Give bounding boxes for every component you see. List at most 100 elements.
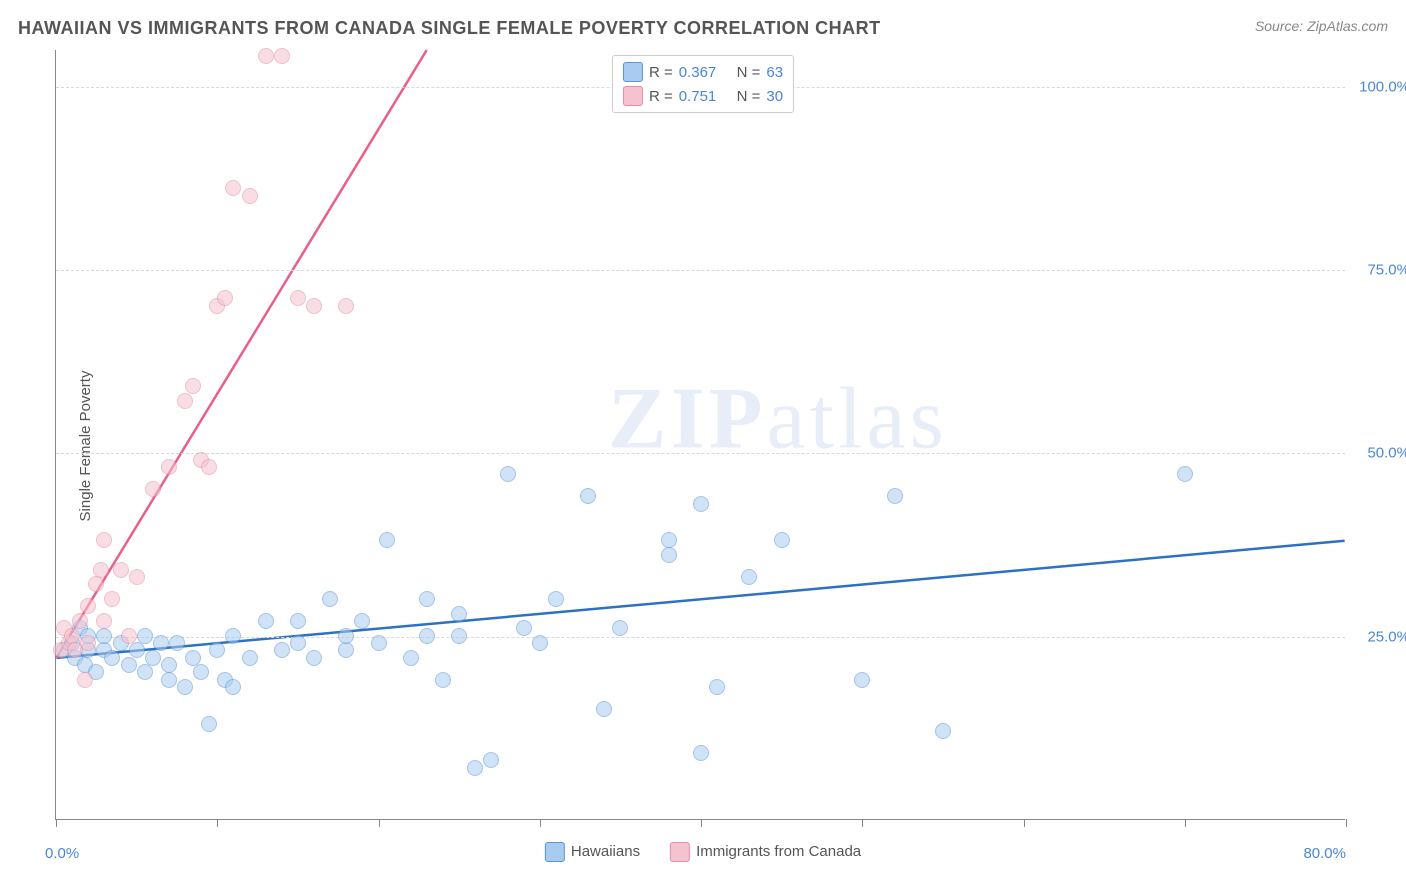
chart-title: HAWAIIAN VS IMMIGRANTS FROM CANADA SINGL… (18, 18, 881, 39)
data-point (419, 591, 435, 607)
data-point (661, 547, 677, 563)
data-point (596, 701, 612, 717)
data-point (338, 628, 354, 644)
data-point (96, 613, 112, 629)
data-point (500, 466, 516, 482)
data-point (72, 613, 88, 629)
n-label: N = (737, 64, 761, 81)
x-tick (56, 819, 57, 827)
data-point (104, 591, 120, 607)
data-point (322, 591, 338, 607)
n-label: N = (737, 88, 761, 105)
y-tick-label: 100.0% (1359, 78, 1406, 95)
data-point (161, 459, 177, 475)
data-point (121, 657, 137, 673)
legend-swatch (545, 842, 565, 862)
x-tick (540, 819, 541, 827)
data-point (661, 532, 677, 548)
data-point (113, 562, 129, 578)
data-point (580, 488, 596, 504)
data-point (419, 628, 435, 644)
legend-swatch (623, 62, 643, 82)
y-tick-label: 50.0% (1367, 445, 1406, 462)
data-point (169, 635, 185, 651)
data-point (177, 393, 193, 409)
data-point (306, 298, 322, 314)
data-point (548, 591, 564, 607)
r-value: 0.367 (679, 64, 717, 81)
correlation-legend: R = 0.367 N = 63R = 0.751 N = 30 (612, 55, 794, 113)
legend-item: Hawaiians (545, 842, 640, 862)
gridline (56, 637, 1345, 638)
data-point (104, 650, 120, 666)
correlation-row: R = 0.367 N = 63 (623, 60, 783, 84)
data-point (225, 628, 241, 644)
data-point (612, 620, 628, 636)
regression-line (56, 541, 1344, 658)
data-point (129, 569, 145, 585)
data-point (483, 752, 499, 768)
data-point (290, 290, 306, 306)
gridline (56, 270, 1345, 271)
data-point (451, 606, 467, 622)
data-point (1177, 466, 1193, 482)
data-point (217, 290, 233, 306)
data-point (887, 488, 903, 504)
data-point (516, 620, 532, 636)
r-label: R = (649, 64, 673, 81)
data-point (451, 628, 467, 644)
gridline (56, 453, 1345, 454)
data-point (242, 650, 258, 666)
data-point (80, 598, 96, 614)
x-tick (1346, 819, 1347, 827)
data-point (290, 635, 306, 651)
data-point (354, 613, 370, 629)
data-point (338, 642, 354, 658)
legend-swatch (623, 86, 643, 106)
data-point (161, 672, 177, 688)
data-point (774, 532, 790, 548)
legend-label: Immigrants from Canada (696, 843, 861, 860)
data-point (709, 679, 725, 695)
data-point (137, 664, 153, 680)
data-point (145, 650, 161, 666)
x-tick (379, 819, 380, 827)
data-point (935, 723, 951, 739)
series-legend: Hawaiians Immigrants from Canada (545, 842, 861, 862)
data-point (741, 569, 757, 585)
data-point (225, 180, 241, 196)
data-point (201, 459, 217, 475)
data-point (371, 635, 387, 651)
data-point (338, 298, 354, 314)
data-point (258, 48, 274, 64)
x-tick (701, 819, 702, 827)
data-point (96, 532, 112, 548)
x-tick (862, 819, 863, 827)
watermark: ZIPatlas (608, 369, 948, 470)
data-point (93, 562, 109, 578)
r-value: 0.751 (679, 88, 717, 105)
y-tick-label: 75.0% (1367, 262, 1406, 279)
data-point (274, 48, 290, 64)
n-value: 30 (766, 88, 783, 105)
data-point (161, 657, 177, 673)
data-point (177, 679, 193, 695)
data-point (225, 679, 241, 695)
x-tick (217, 819, 218, 827)
data-point (193, 664, 209, 680)
data-point (80, 635, 96, 651)
n-value: 63 (766, 64, 783, 81)
data-point (121, 628, 137, 644)
data-point (532, 635, 548, 651)
data-point (153, 635, 169, 651)
data-point (258, 613, 274, 629)
correlation-row: R = 0.751 N = 30 (623, 84, 783, 108)
data-point (693, 496, 709, 512)
data-point (403, 650, 419, 666)
data-point (242, 188, 258, 204)
data-point (290, 613, 306, 629)
data-point (467, 760, 483, 776)
x-axis-min-label: 0.0% (45, 845, 79, 862)
data-point (185, 650, 201, 666)
x-tick (1185, 819, 1186, 827)
